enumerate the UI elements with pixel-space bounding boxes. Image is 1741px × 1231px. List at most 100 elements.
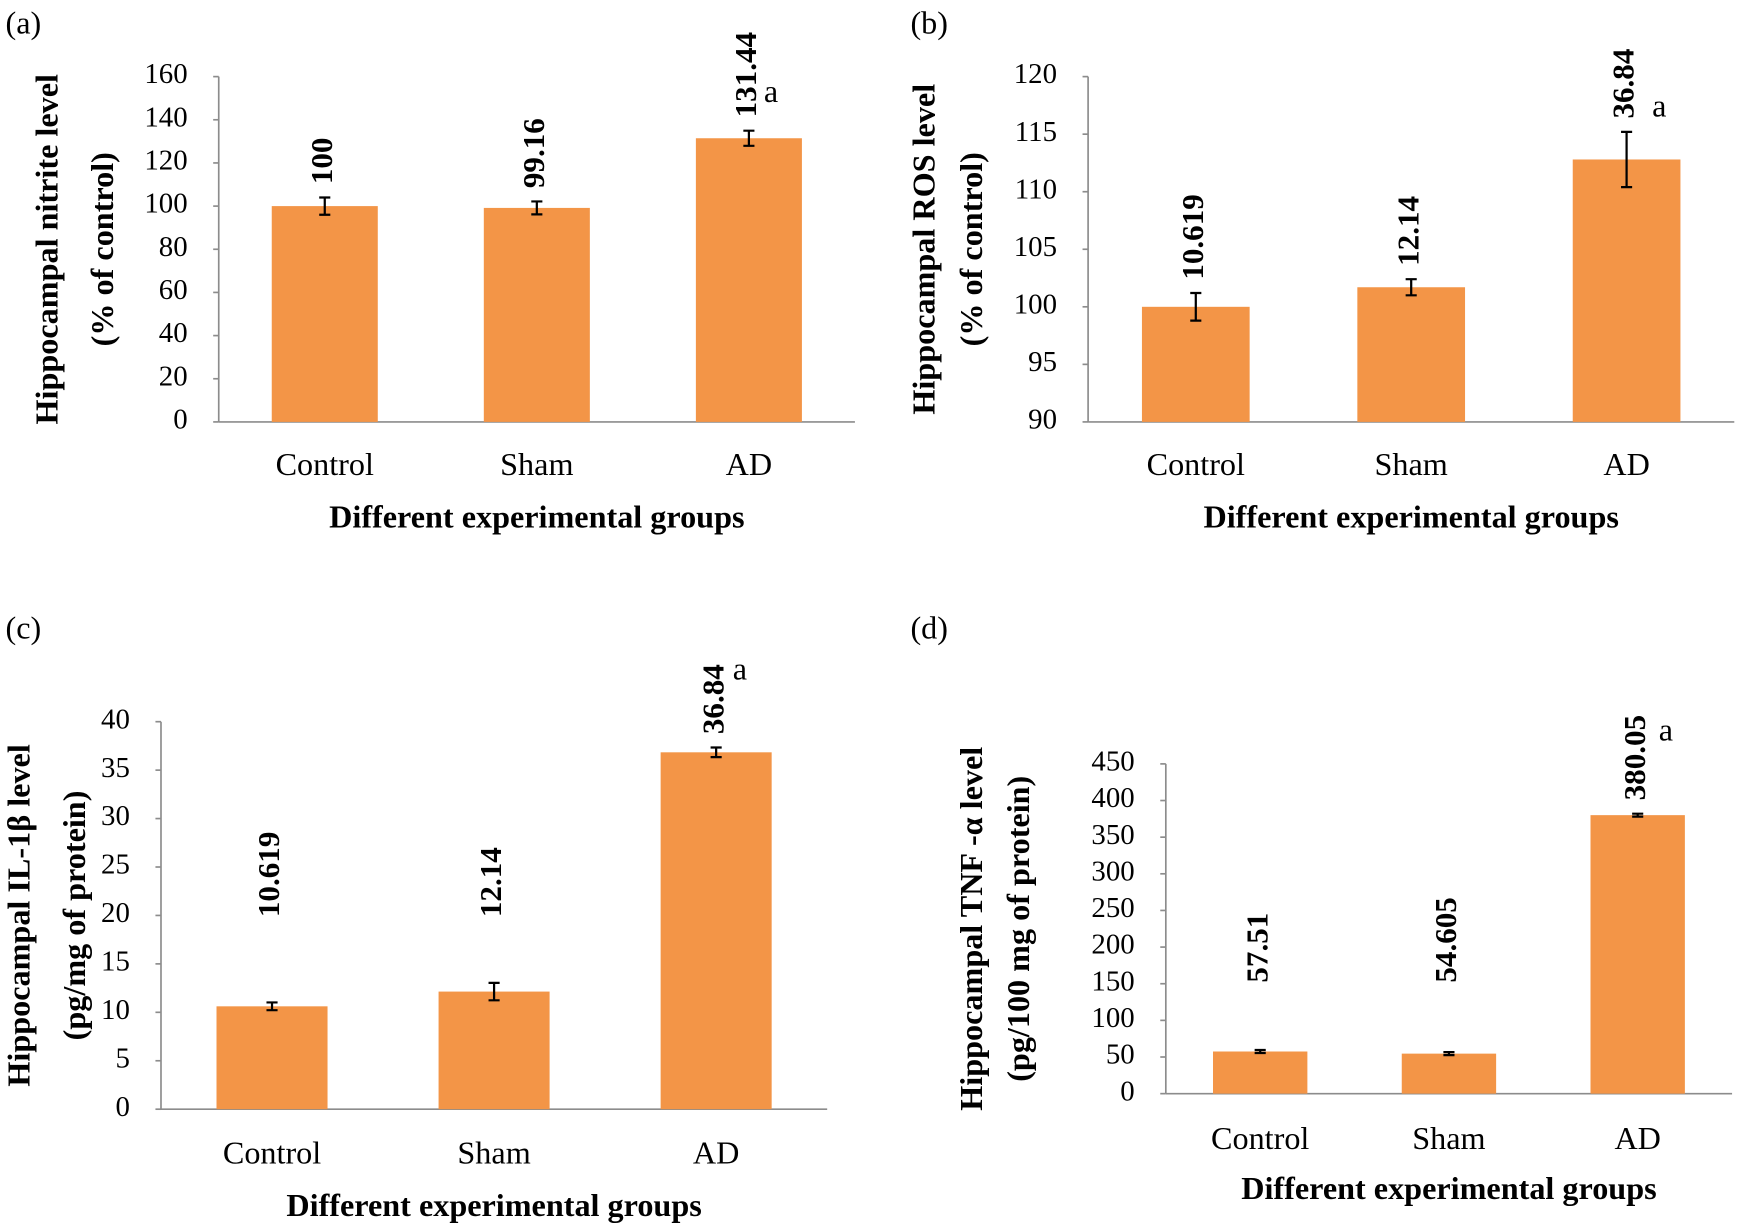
y-tick-label: 50 — [1106, 1039, 1135, 1071]
y-tick-label: 100 — [1014, 288, 1057, 320]
y-tick-label: 0 — [1120, 1075, 1134, 1107]
error-bar — [1405, 278, 1417, 297]
y-tick-label: 120 — [1014, 58, 1057, 90]
value-label: 380.05 — [1617, 715, 1652, 800]
bar — [1590, 815, 1685, 1094]
value-label: 36.84 — [695, 664, 730, 734]
annotation: a — [1659, 712, 1673, 748]
bar — [216, 1006, 328, 1110]
error-bar — [319, 196, 331, 216]
y-tick-label: 150 — [1091, 965, 1134, 997]
y-tick-label: 200 — [1091, 929, 1134, 961]
error-bar — [710, 746, 722, 759]
bar — [660, 752, 772, 1110]
y-tick-label: 105 — [1014, 231, 1057, 263]
value-label: 12.14 — [473, 847, 508, 917]
bar — [1213, 1051, 1308, 1094]
panel-label: (b) — [910, 4, 948, 40]
figure-body: (a) Hippocampal nitrite level (% of contro… — [1, 4, 1735, 1223]
x-axis-title: Different experimental groups — [329, 498, 744, 534]
y-tick-label: 110 — [1015, 173, 1057, 205]
error-bar — [743, 129, 755, 147]
x-tick-label: Control — [223, 1135, 321, 1171]
y-tick-label: 115 — [1015, 116, 1057, 148]
y-tick-label: 20 — [101, 897, 130, 929]
error-bar — [1621, 130, 1633, 189]
y-tick-label: 30 — [101, 800, 130, 832]
annotation: a — [733, 651, 747, 687]
x-axis-title: Different experimental groups — [1203, 498, 1618, 534]
bar — [271, 206, 378, 422]
y-tick-label: 100 — [144, 188, 187, 220]
panel-label: (d) — [910, 609, 948, 645]
y-tick-label: 450 — [1091, 746, 1134, 778]
panel-label: (a) — [6, 4, 42, 40]
y-tick-label: 40 — [101, 703, 130, 735]
value-label: 12.14 — [1390, 196, 1425, 266]
x-tick-label: Sham — [457, 1135, 530, 1171]
y-tick-label: 120 — [144, 145, 187, 177]
bar — [483, 207, 590, 422]
error-bar — [1632, 812, 1644, 818]
error-bar — [1443, 1051, 1455, 1057]
x-tick-label: Control — [1211, 1120, 1309, 1156]
y-axis-title: Hippocampal nitrite level — [28, 74, 64, 425]
y-tick-label: 35 — [101, 752, 130, 784]
x-tick-label: AD — [693, 1135, 740, 1171]
y-tick-label: 0 — [173, 404, 187, 436]
error-bar — [266, 1001, 278, 1012]
value-label: 36.84 — [1606, 49, 1641, 119]
value-label: 99.16 — [516, 118, 551, 188]
bar — [438, 991, 550, 1110]
x-tick-label: AD — [1603, 446, 1650, 482]
bar — [695, 138, 802, 422]
x-tick-label: Sham — [500, 446, 573, 482]
annotation: a — [764, 73, 778, 109]
panel-label: (c) — [6, 609, 42, 645]
y-tick-label: 140 — [144, 101, 187, 133]
x-tick-label: Sham — [1412, 1120, 1485, 1156]
error-bar — [1190, 291, 1202, 322]
x-axis-title: Different experimental groups — [286, 1187, 701, 1223]
y-tick-label: 0 — [115, 1091, 129, 1123]
y-axis-title: Hippocampal TNF -α level — [953, 747, 989, 1111]
y-axis-title: Hippocampal ROS level — [905, 84, 941, 415]
error-bar — [488, 981, 500, 1002]
x-axis-title: Different experimental groups — [1241, 1170, 1656, 1206]
error-bar — [531, 200, 543, 216]
x-tick-label: AD — [1614, 1120, 1661, 1156]
y-tick-label: 15 — [101, 946, 130, 978]
x-tick-label: AD — [726, 446, 773, 482]
value-label: 131.44 — [728, 32, 763, 117]
value-label: 100 — [304, 138, 339, 185]
y-tick-label: 5 — [115, 1042, 129, 1074]
y-tick-label: 80 — [159, 231, 188, 263]
y-tick-label: 300 — [1091, 855, 1134, 887]
y-axis-title: (% of control) — [84, 152, 120, 346]
value-label: 57.51 — [1239, 913, 1274, 983]
y-tick-label: 10 — [101, 994, 130, 1026]
y-tick-label: 20 — [159, 360, 188, 392]
y-tick-label: 400 — [1091, 782, 1134, 814]
y-tick-label: 350 — [1091, 819, 1134, 851]
y-tick-label: 95 — [1028, 346, 1057, 378]
x-tick-label: Sham — [1375, 446, 1448, 482]
bar — [1357, 287, 1466, 422]
y-axis-title: (pg/mg of protein) — [56, 791, 92, 1041]
bar — [1401, 1053, 1497, 1094]
x-tick-label: Control — [276, 446, 374, 482]
bar — [1572, 159, 1681, 422]
value-label: 10.619 — [251, 832, 286, 917]
bar — [1141, 306, 1250, 422]
value-label: 54.605 — [1428, 897, 1463, 982]
x-tick-label: Control — [1147, 446, 1245, 482]
y-axis-title: (pg/100 mg of protein) — [1000, 776, 1036, 1082]
y-tick-label: 250 — [1091, 892, 1134, 924]
y-tick-label: 160 — [144, 58, 187, 90]
y-axis-title: (% of control) — [953, 152, 989, 346]
value-label: 10.619 — [1175, 194, 1210, 279]
y-axis-title: Hippocampal IL-1β level — [1, 744, 37, 1086]
y-tick-label: 90 — [1028, 404, 1057, 436]
